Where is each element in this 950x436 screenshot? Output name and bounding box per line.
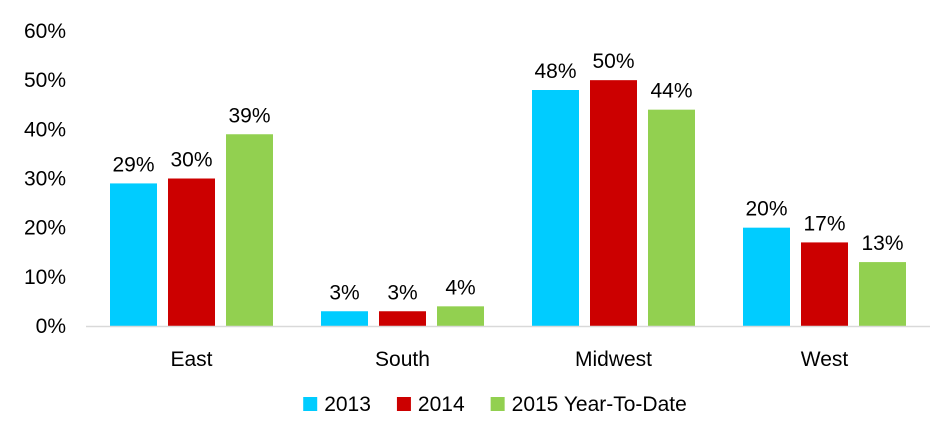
data-label: 30% (170, 149, 212, 172)
bar-west-2013 (743, 227, 790, 326)
data-label: 39% (228, 104, 270, 127)
data-label: 4% (445, 276, 475, 299)
y-tick-label: 30% (24, 168, 66, 191)
data-label: 13% (861, 232, 903, 255)
bar-midwest-2014 (590, 80, 637, 327)
data-label: 48% (534, 60, 576, 83)
y-tick-label: 50% (24, 69, 66, 92)
bar-east-2014 (168, 178, 215, 326)
bar-east-2015 (226, 134, 273, 326)
data-label: 29% (112, 153, 154, 176)
category-label-south: South (375, 348, 430, 371)
data-label: 3% (387, 281, 417, 304)
bar-midwest-2015 (648, 109, 695, 327)
bar-west-2014 (801, 242, 848, 326)
y-tick-label: 60% (24, 20, 66, 43)
y-tick-label: 10% (24, 266, 66, 289)
legend-label: 2014 (418, 393, 465, 416)
bar-south-2014 (379, 311, 426, 326)
legend: 2013 2014 2015 Year-To-Date (303, 393, 687, 416)
bar-south-2013 (321, 311, 368, 326)
bar-south-2015 (437, 306, 484, 326)
legend-swatch-2014 (396, 397, 411, 411)
category-label-midwest: Midwest (575, 348, 652, 371)
y-axis-ticks: 0% 10% 20% 30% 40% 50% 60% (24, 20, 66, 338)
bars-group (110, 80, 906, 327)
legend-swatch-2013 (303, 397, 318, 411)
y-tick-label: 20% (24, 217, 66, 240)
data-label: 20% (745, 198, 787, 221)
data-label: 44% (650, 80, 692, 103)
data-label: 17% (803, 212, 845, 235)
legend-label: 2015 Year-To-Date (512, 393, 687, 416)
category-label-west: West (801, 348, 849, 371)
y-tick-label: 40% (24, 118, 66, 141)
legend-swatch-2015 (490, 397, 505, 411)
bar-midwest-2013 (532, 90, 579, 326)
data-label: 50% (592, 50, 634, 73)
y-tick-label: 0% (36, 315, 66, 338)
data-labels-group: 29% 30% 39% 3% 3% 4% 48% 50% 44% 20% 17% 13% (112, 50, 903, 304)
legend-label: 2013 (324, 393, 371, 416)
bar-east-2013 (110, 183, 157, 326)
data-label: 3% (329, 281, 359, 304)
category-label-east: East (170, 348, 212, 371)
category-labels: East South Midwest West (170, 348, 848, 371)
bar-west-2015 (859, 262, 906, 326)
